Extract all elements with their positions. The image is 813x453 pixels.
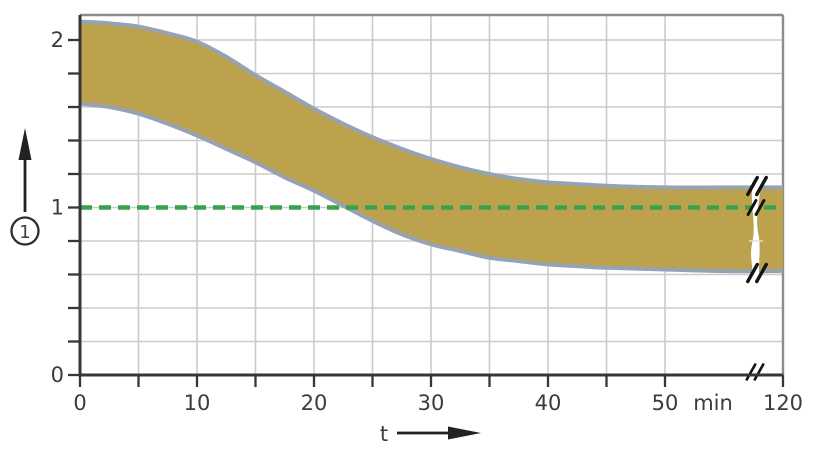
break-slash-icon xyxy=(745,363,757,381)
x-tick-label-10: 10 xyxy=(184,391,211,415)
upper-limit-curve xyxy=(79,19,783,190)
tolerance-band-fill xyxy=(80,21,783,272)
y-tick-label-2: 2 xyxy=(51,28,64,52)
axes xyxy=(68,15,785,387)
y-axis-quantity-annotation: 1 xyxy=(10,128,40,246)
lower-limit-curve xyxy=(79,101,784,274)
x-tick-label-50: 50 xyxy=(652,391,679,415)
x-tick-label-40: 40 xyxy=(535,391,562,415)
x-tick-label-20: 20 xyxy=(301,391,328,415)
break-slash-icon xyxy=(753,363,765,381)
tolerance-band xyxy=(79,19,784,274)
circled-number-icon xyxy=(10,216,40,246)
axis-break xyxy=(745,175,768,381)
break-slash-icon xyxy=(746,175,759,197)
break-slash-icon xyxy=(755,175,768,197)
break-slash-icon xyxy=(754,199,766,216)
x-axis-unit-label: min xyxy=(693,391,733,415)
x-tick-label-0: 0 xyxy=(73,391,86,415)
break-slash-icon xyxy=(746,262,759,284)
time-axis-letter: t xyxy=(380,422,388,446)
y-tick-label-0: 0 xyxy=(51,363,64,387)
break-slash-icon xyxy=(755,262,768,284)
up-arrow-head-icon xyxy=(18,128,32,160)
y-tick-label-1: 1 xyxy=(51,196,64,220)
x-tick-label-120: 120 xyxy=(763,391,803,415)
x-axis-title: t xyxy=(380,422,481,446)
circled-quantity-label: 1 xyxy=(19,222,30,243)
x-tick-label-30: 30 xyxy=(418,391,445,415)
break-slash-icon xyxy=(746,199,758,216)
right-arrow-head-icon xyxy=(448,426,481,440)
